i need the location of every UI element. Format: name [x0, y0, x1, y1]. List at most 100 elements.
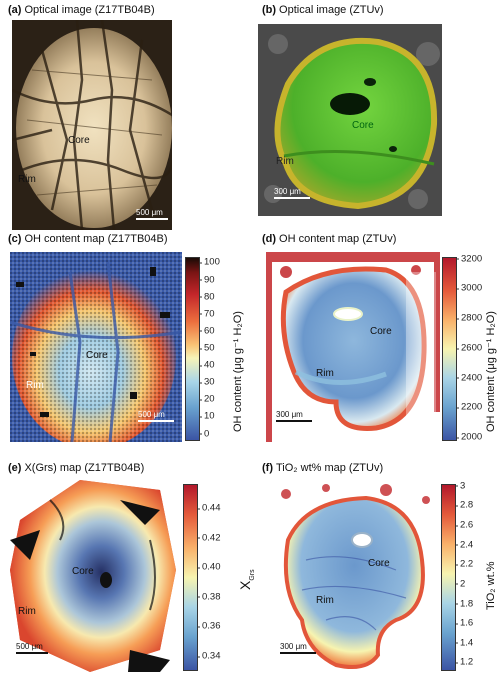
- panel-e-tick: 0.42: [197, 532, 221, 544]
- panel-f-tio2-map: Core Rim 300 μm: [266, 480, 438, 672]
- panel-d-tick: 2600: [455, 342, 483, 354]
- panel-f-tick: 2.8: [454, 499, 474, 511]
- panel-d-map-art: [266, 252, 440, 442]
- panel-c-tick: 0: [198, 428, 210, 440]
- panel-e-title: (e) X(Grs) map (Z17TB04B): [8, 462, 144, 474]
- panel-c-tick: 50: [199, 342, 215, 354]
- panel-a-optical-image: Core Rim 500 μm: [12, 20, 172, 230]
- panel-c-tick: 90: [199, 274, 215, 286]
- panel-e-title-text: X(Grs) map (Z17TB04B): [24, 462, 145, 474]
- panel-c-tick: 10: [199, 410, 215, 422]
- panel-c-core-label: Core: [86, 350, 108, 361]
- panel-f-core-label: Core: [368, 558, 390, 569]
- panel-c-tick: 20: [199, 393, 215, 405]
- panel-f-title-text: TiO₂ wt% map (ZTUv): [276, 462, 384, 474]
- panel-f-colorbar: [441, 484, 456, 671]
- panel-e-core-label: Core: [72, 566, 94, 577]
- panel-d-colorbar: [442, 257, 457, 441]
- panel-c-title-text: OH content map (Z17TB04B): [24, 233, 168, 245]
- panel-a-title-text: Optical image (Z17TB04B): [24, 4, 155, 16]
- panel-e-tick: 0.36: [197, 620, 221, 632]
- panel-a-title: (a) Optical image (Z17TB04B): [8, 4, 155, 16]
- panel-e-grs-map: Core Rim 500 μm: [10, 480, 176, 672]
- panel-d-tick: 3000: [455, 282, 483, 294]
- panel-f-tick: 2.2: [454, 558, 474, 570]
- panel-f-title: (f) TiO₂ wt% map (ZTUv): [262, 462, 383, 474]
- panel-e-colorbar-label-text: X: [237, 580, 253, 590]
- panel-c-tick: 100: [199, 256, 220, 268]
- panel-a-letter: (a): [8, 4, 22, 16]
- panel-c-colorbar-label: OH content (μg g⁻¹ H₂O): [231, 311, 244, 432]
- panel-d-colorbar-label-text: OH content (μg g⁻¹ H₂O): [485, 311, 497, 432]
- panel-a-rim-label: Rim: [18, 174, 36, 185]
- panel-b-title-text: Optical image (ZTUv): [279, 4, 384, 16]
- panel-e-colorbar-label: XGrs: [237, 569, 256, 590]
- panel-d-scale-text: 300 μm: [276, 410, 303, 419]
- panel-f-tick: 1.2: [454, 656, 474, 668]
- panel-f-letter: (f): [262, 462, 273, 474]
- panel-e-letter: (e): [8, 462, 22, 474]
- panel-f-rim-label: Rim: [316, 595, 334, 606]
- panel-c-tick: 60: [199, 325, 215, 337]
- panel-a-scale-text: 500 μm: [136, 208, 163, 217]
- panel-c-colorbar-ticks: 100 90 80 70 60 50 40 30 20 10 0: [198, 256, 234, 440]
- panel-b-scale-text: 300 μm: [274, 187, 301, 196]
- panel-c-tick: 80: [199, 291, 215, 303]
- panel-a-core-label: Core: [68, 135, 90, 146]
- panel-c-map-art: [10, 252, 182, 442]
- panel-d-title: (d) OH content map (ZTUv): [262, 233, 396, 245]
- panel-d-colorbar-ticks: 3200 3000 2800 2600 2400 2200 2000: [455, 253, 495, 443]
- panel-f-scale-bar: 300 μm: [280, 642, 316, 654]
- panel-b-scale-bar: 300 μm: [274, 187, 310, 199]
- panel-d-letter: (d): [262, 233, 277, 245]
- panel-f-tick: 3: [454, 480, 466, 492]
- panel-d-oh-map: Core Rim 300 μm: [266, 252, 440, 442]
- panel-f-map-art: [266, 480, 438, 672]
- panel-e-scale-text: 500 μm: [16, 642, 43, 651]
- panel-c-tick: 70: [199, 308, 215, 320]
- panel-d-colorbar-label: OH content (μg g⁻¹ H₂O): [484, 311, 497, 432]
- panel-e-colorbar-label-sub: Grs: [248, 569, 256, 581]
- panel-f-tick: 1.8: [454, 598, 474, 609]
- panel-f-colorbar-ticks: 3 2.8 2.6 2.4 2.2 2 1.8 1.6 1.4 1.2: [454, 480, 490, 669]
- panel-d-tick: 2400: [455, 372, 483, 384]
- panel-f-tick: 2: [454, 578, 466, 590]
- panel-f-tick: 2.6: [454, 519, 474, 531]
- panel-e-tick: 0.44: [197, 502, 221, 514]
- panel-c-scale-text: 500 μm: [138, 410, 165, 419]
- panel-e-colorbar-ticks: 0.44 0.42 0.40 0.38 0.36 0.34: [197, 484, 236, 669]
- panel-c-colorbar: [185, 257, 200, 441]
- panel-f-colorbar-label-text: TiO₂ wt.%: [485, 561, 497, 610]
- panel-d-tick: 2800: [455, 312, 483, 324]
- panel-e-tick: 0.40: [197, 561, 221, 573]
- panel-f-scale-text: 300 μm: [280, 642, 307, 651]
- panel-a-image-art: [12, 20, 172, 230]
- panel-e-colorbar: [183, 484, 198, 671]
- panel-c-tick: 40: [199, 359, 215, 371]
- panel-e-tick: 0.38: [197, 591, 221, 603]
- panel-b-core-label: Core: [352, 120, 374, 131]
- panel-c-letter: (c): [8, 233, 22, 245]
- panel-c-tick: 30: [199, 376, 215, 388]
- panel-e-scale-bar: 500 μm: [16, 642, 48, 654]
- panel-d-tick: 3200: [455, 253, 483, 265]
- panel-b-optical-image: Core Rim 300 μm: [258, 24, 442, 216]
- panel-c-oh-map: Core Rim 500 μm: [10, 252, 182, 442]
- panel-f-colorbar-label: TiO₂ wt.%: [485, 562, 497, 610]
- panel-d-tick: 2000: [455, 431, 483, 443]
- panel-a-scale-bar: 500 μm: [136, 208, 168, 220]
- panel-e-tick: 0.34: [197, 650, 221, 662]
- panel-d-core-label: Core: [370, 326, 392, 337]
- panel-e-rim-label: Rim: [18, 606, 36, 617]
- panel-f-tick: 1.4: [454, 637, 474, 649]
- panel-c-title: (c) OH content map (Z17TB04B): [8, 233, 168, 245]
- panel-f-tick: 2.4: [454, 539, 474, 551]
- panel-c-rim-label: Rim: [26, 380, 44, 391]
- panel-d-title-text: OH content map (ZTUv): [279, 233, 397, 245]
- panel-b-rim-label: Rim: [276, 156, 294, 167]
- panel-c-scale-bar: 500 μm: [138, 410, 174, 422]
- panel-e-map-art: [10, 480, 176, 672]
- panel-b-title: (b) Optical image (ZTUv): [262, 4, 384, 16]
- panel-d-scale-bar: 300 μm: [276, 410, 312, 422]
- panel-f-tick: 1.6: [454, 617, 474, 629]
